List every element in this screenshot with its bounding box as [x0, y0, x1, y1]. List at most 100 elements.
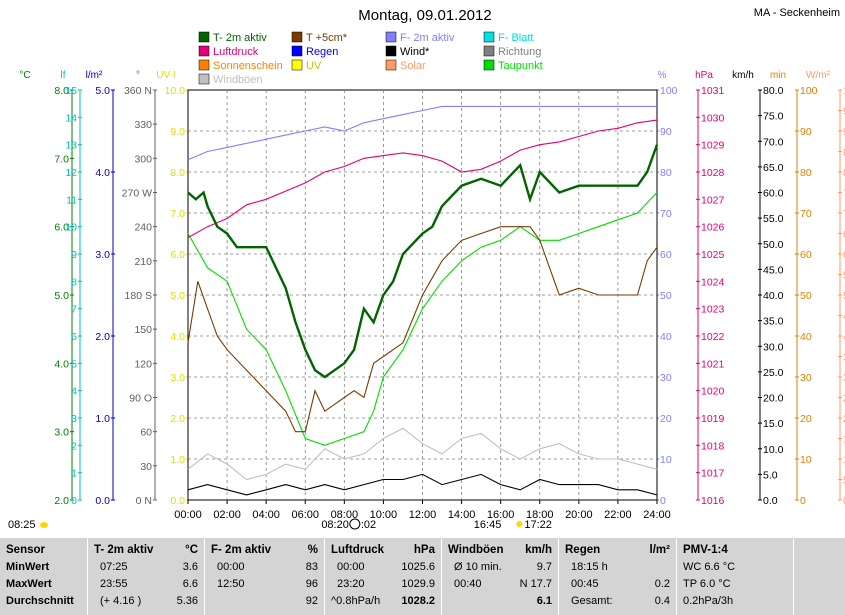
f2m-avg-value: 92	[305, 595, 318, 607]
dir-tick-label: 270 W	[122, 188, 152, 200]
dir-tick-label: 0 N	[136, 495, 152, 507]
hum-tick-label: 30	[660, 372, 672, 384]
wind-axis-unit: km/h	[732, 70, 754, 81]
temp-tick-label: 6.0	[54, 222, 69, 234]
x-tick-label: 00:00	[174, 509, 202, 521]
f2m-column: F- 2m aktiv % 00:00 83 12:50 96 92	[205, 538, 325, 615]
rain-tick-label: 1.0	[95, 413, 110, 425]
solar-tick-label: 300	[843, 372, 845, 384]
rain-min-time: 18:15 h	[571, 561, 608, 573]
pmv-row-1: WC 6.6 °C	[683, 561, 736, 573]
solar-tick-label: 800	[843, 167, 845, 179]
press-tick-label: 1020	[701, 386, 725, 398]
row-label-min: MinWert	[6, 561, 50, 573]
solar-tick-label: 50	[843, 475, 845, 487]
solar-tick-label: 0	[843, 495, 845, 507]
t2m-avg-time: (+ 4.16 )	[100, 595, 142, 607]
f2m-max-time: 12:50	[217, 578, 245, 590]
x-axis: 00:00 02:00 04:00 06:00 08:00 10:00 12:00 14:00…	[174, 500, 671, 521]
dir-axis-unit: °	[136, 70, 140, 81]
leaf-tick-label: 3	[71, 413, 77, 425]
press-tick-label: 1030	[701, 112, 725, 124]
rain-axis-unit: l/m²	[86, 70, 103, 81]
press-tick-label: 1026	[701, 222, 725, 234]
legend-swatch-6	[385, 45, 397, 57]
legend: T- 2m aktiv T +5cm* F- 2m aktiv F- Blatt Luf…	[198, 31, 543, 86]
wind-tick-label: 50.0	[763, 239, 784, 251]
uv-tick-label: 3.0	[170, 372, 185, 384]
rain-tick-label: 2.0	[95, 331, 110, 343]
leaf-tick-label: 2	[71, 440, 77, 452]
press-tick-label: 1025	[701, 249, 725, 261]
wind-tick-label: 75.0	[763, 111, 784, 123]
uv-tick-label: 9.0	[170, 126, 185, 138]
press-tick-label: 1028	[701, 167, 725, 179]
legend-swatch-4	[198, 45, 210, 57]
legend-swatch-0	[198, 31, 210, 43]
temp-tick-label: 2.0	[54, 495, 69, 507]
solar-tick-label: 1000	[843, 85, 845, 97]
series-line-t-2m-aktiv	[187, 144, 659, 379]
rain-tick-label: 3.0	[95, 249, 110, 261]
solar-tick-label: 400	[843, 331, 845, 343]
x-tick-label: 06:00	[291, 509, 319, 521]
series-line-taupunkt	[187, 192, 658, 446]
sun-tick-label: 50	[800, 290, 812, 302]
dir-tick-label: 90 O	[129, 393, 152, 405]
f2m-min-time: 00:00	[217, 561, 245, 573]
moonset-icon	[516, 521, 523, 527]
sun-tick-label: 40	[800, 331, 812, 343]
dir-tick-label: 60	[140, 427, 152, 439]
station-name: MA - Seckenheim	[754, 7, 840, 19]
leaf-tick-label: 1	[71, 468, 77, 480]
press-tick-label: 1031	[701, 85, 725, 97]
wind-tick-label: 80.0	[763, 85, 784, 97]
hum-tick-label: 80	[660, 167, 672, 179]
chart-series	[187, 105, 659, 496]
solar-tick-label: 550	[843, 270, 845, 282]
press-tick-label: 1019	[701, 413, 725, 425]
press-column: Luftdruck hPa 00:00 1025.6 23:20 1029.9 …	[325, 538, 442, 615]
x-tick-label: 08:00	[331, 509, 359, 521]
temp-axis-unit: °C	[19, 70, 30, 81]
leaf-tick-label: 5	[71, 358, 77, 370]
wind-tick-label: 40.0	[763, 290, 784, 302]
hum-axis-unit: %	[658, 70, 667, 81]
x-tick-label: 14:00	[448, 509, 476, 521]
legend-swatch-11	[483, 59, 495, 71]
leaf-tick-label: 8	[71, 276, 77, 288]
leaf-tick-label: 9	[71, 249, 77, 261]
wind-tick-label: 5.0	[763, 469, 778, 481]
leaf-tick-label: 6	[71, 331, 77, 343]
solar-tick-label: 650	[843, 229, 845, 241]
uv-tick-label: 2.0	[170, 413, 185, 425]
legend-label-6: Wind*	[400, 46, 430, 58]
sun-tick-label: 10	[800, 454, 812, 466]
rain-max-time: 00:45	[571, 578, 599, 590]
legend-label-7: Richtung	[498, 46, 541, 58]
sun-moon-events: 08:25 08:20:02 16:45 17:22	[8, 518, 552, 531]
x-tick-label: 12:00	[409, 509, 437, 521]
uv-tick-label: 7.0	[170, 208, 185, 220]
legend-label-11: Taupunkt	[498, 60, 543, 72]
temp-tick-label: 8.0	[54, 85, 69, 97]
uv-tick-label: 6.0	[170, 249, 185, 261]
press-avg-time: ^0.8hPa/h	[331, 595, 381, 607]
wind-tick-label: 25.0	[763, 367, 784, 379]
leaf-tick-label: 11	[66, 194, 77, 206]
legend-label-3: F- Blatt	[498, 32, 533, 44]
wind-tick-label: 65.0	[763, 162, 784, 174]
rain-tick-label: 0.0	[95, 495, 110, 507]
press-tick-label: 1023	[701, 304, 725, 316]
legend-label-9: UV	[306, 60, 322, 72]
press-max-time: 23:20	[337, 578, 365, 590]
solar-tick-label: 950	[843, 106, 845, 118]
wind-avg-value: 6.1	[536, 595, 552, 607]
sunrise-time: 08:20	[321, 519, 349, 531]
sun-tick-label: 0	[800, 495, 806, 507]
press-tick-label: 1016	[701, 495, 725, 507]
solar-tick-label: 900	[843, 126, 845, 138]
rain-max-value: 0.2	[654, 578, 670, 590]
wind-tick-label: 10.0	[763, 444, 784, 456]
dir-tick-label: 30	[140, 461, 152, 473]
